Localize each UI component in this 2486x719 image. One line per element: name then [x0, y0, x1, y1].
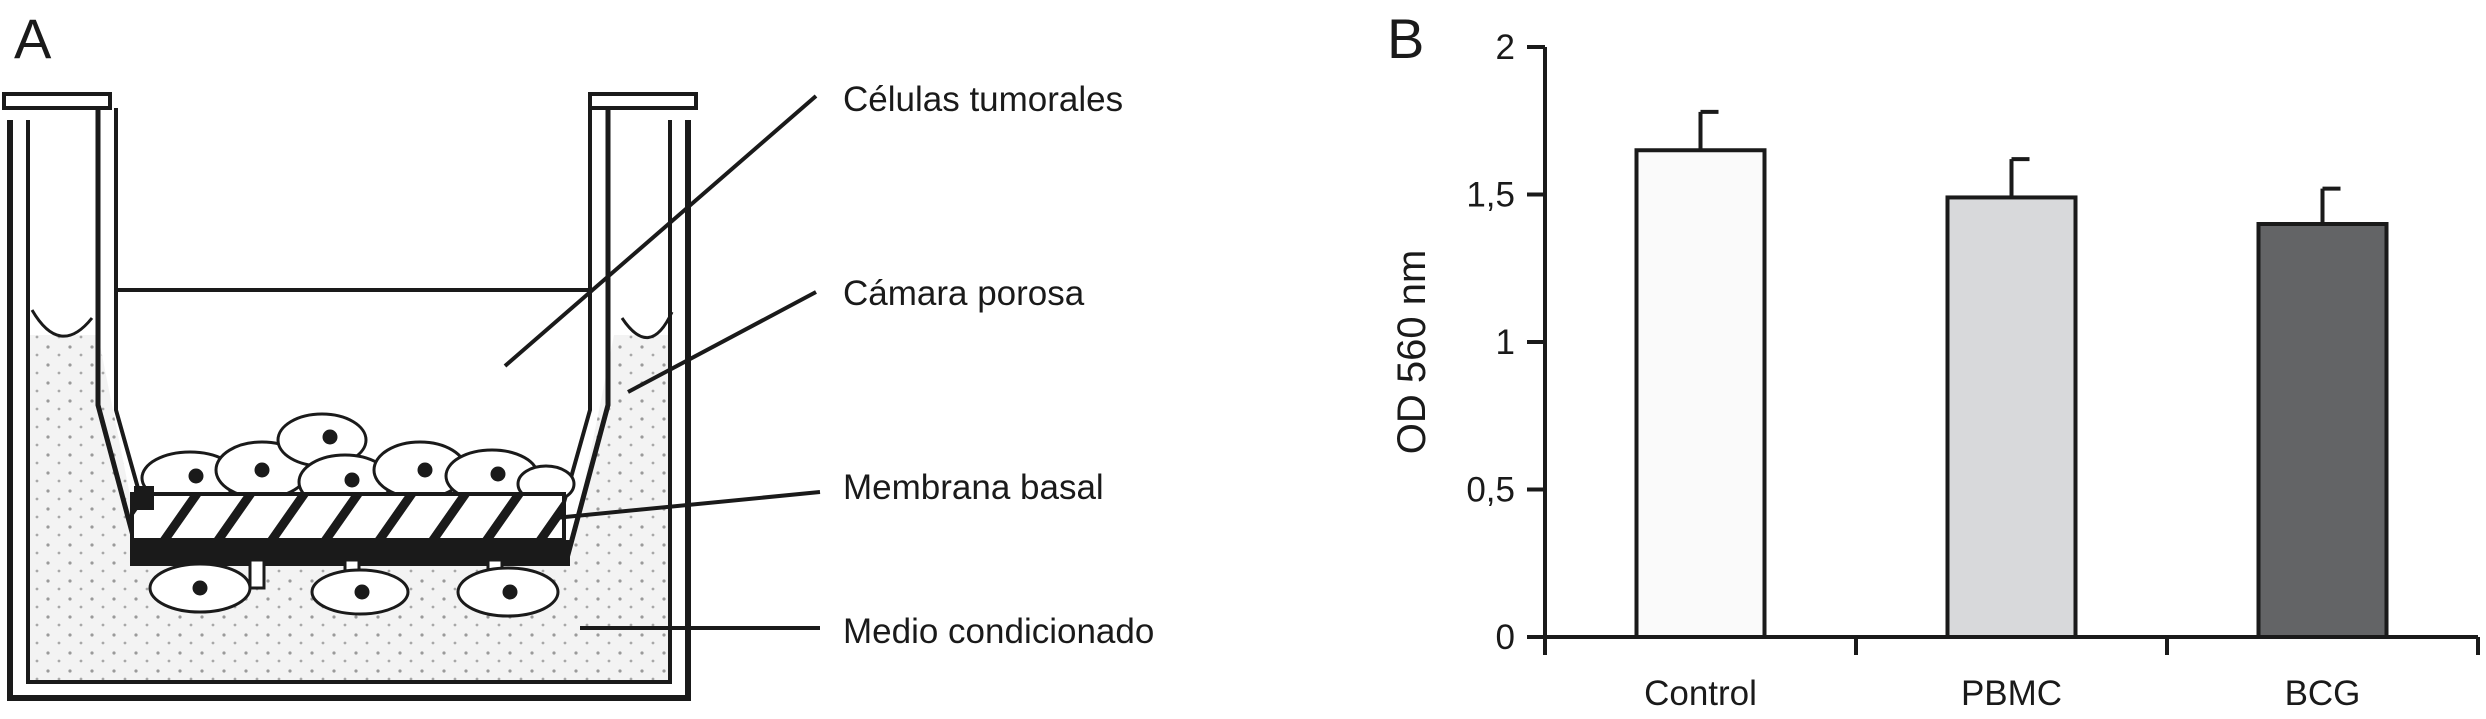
label-porous-chamber: Cámara porosa	[843, 274, 1085, 313]
x-tick-label: Control	[1644, 674, 1757, 713]
panel-b: B OD 560 nm 0 0,5 1 1,5 2 Control PBMC BCG	[1387, 7, 2480, 713]
bar-control	[1634, 148, 1767, 639]
meniscus-right	[620, 311, 674, 339]
bar-chart: 0 0,5 1 1,5 2 Control PBMC BCG	[1466, 28, 2480, 713]
leader-lines	[503, 94, 821, 630]
label-tumor-cells: Células tumorales	[843, 80, 1123, 119]
y-tick-label: 0	[1496, 618, 1515, 657]
migrated-cells	[148, 558, 560, 618]
bar-pbmc	[1945, 195, 2078, 639]
meniscus-left	[30, 309, 94, 338]
x-tick-label: PBMC	[1961, 674, 2062, 713]
panel-b-letter: B	[1387, 7, 1424, 70]
y-axis-label: OD 560 nm	[1390, 250, 1434, 455]
bar-bcg	[2256, 222, 2389, 639]
y-tick-label: 2	[1496, 28, 1515, 67]
label-basement-membrane: Membrana basal	[843, 468, 1104, 507]
basement-membrane	[130, 486, 570, 566]
label-conditioned-medium: Medio condicionado	[843, 612, 1154, 651]
outer-well	[7, 120, 691, 701]
x-tick-label: BCG	[2285, 674, 2361, 713]
y-tick-label: 1	[1496, 323, 1515, 362]
panel-a: A	[2, 7, 1154, 701]
y-tick-label: 1,5	[1466, 176, 1515, 215]
panel-a-letter: A	[14, 7, 52, 70]
y-tick-label: 0,5	[1466, 471, 1515, 510]
